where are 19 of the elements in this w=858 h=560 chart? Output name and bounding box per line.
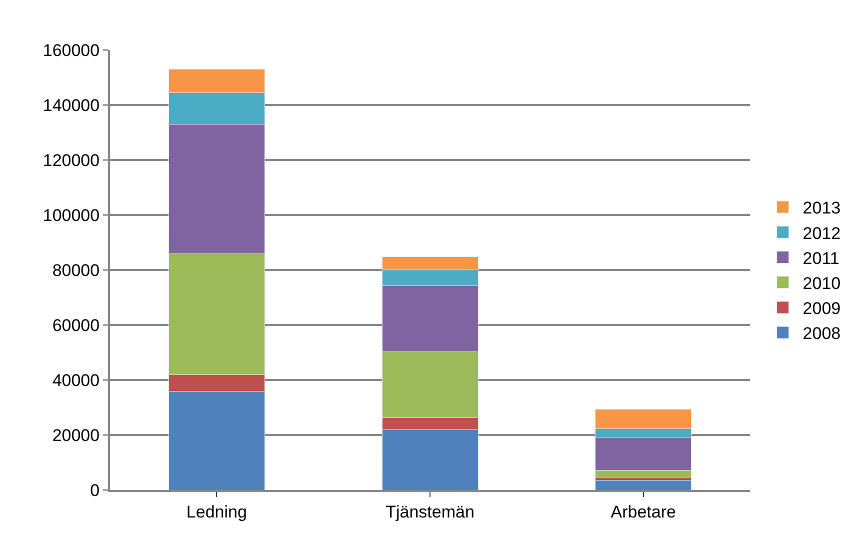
y-tick-label: 120000 [42, 150, 100, 170]
bar [595, 480, 692, 490]
legend-label: 2012 [802, 224, 841, 243]
y-tick-label: 80000 [52, 260, 100, 280]
x-tick-label: Ledning [186, 502, 247, 522]
legend-label: 2013 [802, 198, 841, 218]
y-tick-label: 60000 [52, 316, 100, 335]
legend-label: 2009 [802, 299, 841, 318]
y-tick-label: 0 [90, 480, 100, 500]
legend-label: 2011 [802, 248, 840, 268]
y-tick-label: 140000 [42, 96, 100, 115]
y-tick-label: 40000 [52, 370, 100, 390]
x-tick-label: Tjänstemän [386, 502, 474, 522]
legend-label: 2010 [802, 274, 841, 293]
legend-label: 2008 [802, 324, 841, 344]
x-tick-label: Arbetare [610, 502, 676, 522]
y-tick-label: 20000 [52, 426, 100, 445]
y-tick-label: 100000 [42, 206, 100, 225]
y-tick-label: 160000 [42, 40, 100, 60]
